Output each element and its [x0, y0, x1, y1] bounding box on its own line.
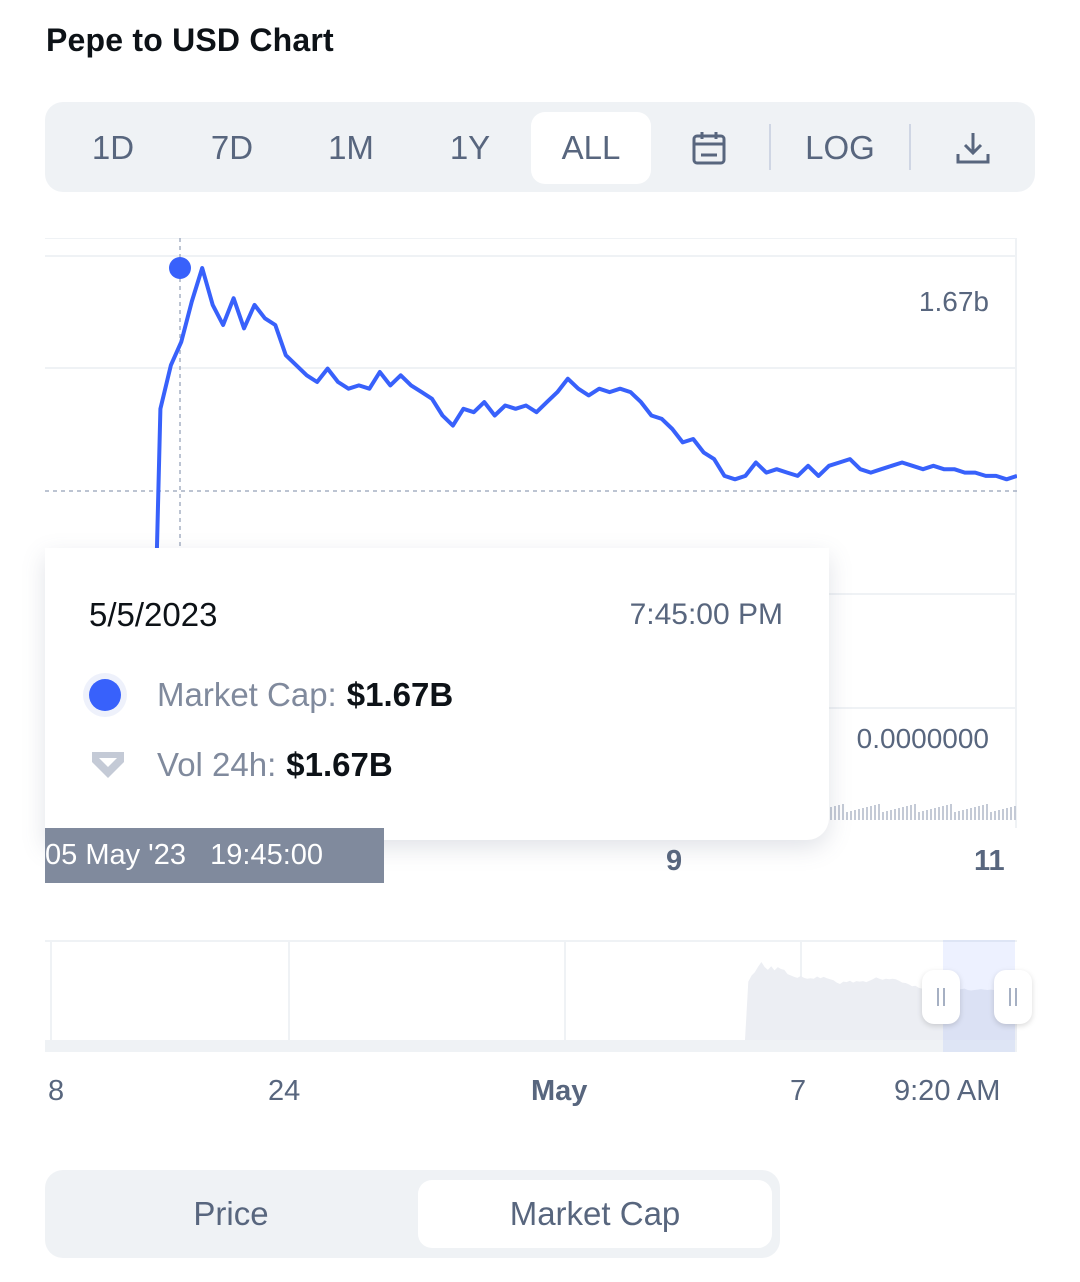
volume-bar	[910, 805, 912, 820]
volume-bar	[954, 812, 956, 820]
volume-bar	[934, 808, 936, 820]
volume-bar	[950, 804, 952, 820]
volume-bar	[870, 806, 872, 820]
volume-bar	[926, 810, 928, 820]
volume-bar	[914, 804, 916, 820]
download-button[interactable]	[933, 112, 1013, 184]
x-cursor-time: 19:45:00	[210, 839, 324, 871]
toolbar-divider	[769, 124, 771, 170]
download-icon	[956, 133, 990, 164]
page-title: Pepe to USD Chart	[46, 22, 334, 58]
x-cursor-date: 05 May '23	[45, 839, 186, 871]
volume-bar	[994, 811, 996, 820]
volume-bar	[946, 805, 948, 820]
volume-shield-icon	[92, 752, 124, 778]
price-option[interactable]: Price	[193, 1195, 269, 1232]
volume-bar	[974, 807, 976, 820]
market-cap-label: Market Cap:	[157, 676, 337, 713]
volume-bar	[858, 809, 860, 820]
volume-label: Vol 24h:	[157, 746, 277, 783]
volume-bar	[834, 806, 836, 820]
volume-bar	[998, 810, 1000, 820]
tooltip-volume-row: Vol 24h: $1.67B	[89, 746, 393, 784]
drag-handle-icon	[937, 988, 945, 1006]
drag-handle-icon	[1009, 988, 1017, 1006]
timeframe-toolbar: 1D 7D 1M 1Y ALL LOG	[45, 102, 1035, 192]
y-axis-label-bottom: 0.0000000	[857, 723, 989, 754]
chart-svg: 1.67b 0.0000000	[45, 237, 1018, 829]
volume-bar	[970, 808, 972, 820]
volume-bar	[1006, 808, 1008, 820]
volume-bar	[1010, 807, 1012, 820]
market-cap-line	[148, 266, 1018, 829]
x-axis-tick: 11	[974, 845, 1005, 877]
volume-bar	[830, 807, 832, 820]
volume-bar	[878, 804, 880, 820]
volume-bar	[838, 805, 840, 820]
market-cap-dot-icon	[89, 679, 121, 711]
volume-bar	[874, 805, 876, 820]
calendar-button[interactable]	[669, 112, 749, 184]
tab-1m[interactable]: 1M	[328, 129, 374, 166]
volume-bar	[942, 806, 944, 820]
volume-bar	[938, 807, 940, 820]
navigator-handle-right[interactable]	[994, 970, 1032, 1024]
volume-bar	[930, 809, 932, 820]
navigator-label: 24	[268, 1075, 301, 1107]
volume-bar	[854, 810, 856, 820]
volume-bar	[842, 804, 844, 820]
navigator-handle-left[interactable]	[922, 970, 960, 1024]
volume-bar	[846, 812, 848, 820]
volume-bar	[1014, 806, 1016, 820]
volume-bar	[966, 809, 968, 820]
volume-bar	[990, 812, 992, 820]
volume-bar	[986, 804, 988, 820]
volume-bar	[862, 808, 864, 820]
calendar-icon	[692, 132, 726, 165]
volume-bar	[886, 811, 888, 820]
volume-bar	[894, 809, 896, 820]
tooltip-market-cap-row: Market Cap: $1.67B	[89, 676, 453, 714]
volume-bar	[882, 812, 884, 820]
highlight-point	[169, 257, 191, 279]
volume-bar	[906, 806, 908, 820]
y-axis-label-top: 1.67b	[919, 286, 989, 317]
volume-bar	[850, 811, 852, 820]
volume-bar	[902, 807, 904, 820]
x-axis-tick: 9	[666, 845, 683, 877]
volume-value: $1.67B	[286, 746, 393, 783]
chart-tooltip: 5/5/2023 7:45:00 PM Market Cap: $1.67B V…	[45, 548, 829, 840]
tooltip-date: 5/5/2023	[89, 596, 218, 633]
tab-1y[interactable]: 1Y	[449, 129, 491, 166]
log-toggle[interactable]: LOG	[805, 129, 875, 166]
volume-bar	[866, 807, 868, 820]
navigator-label: 7	[790, 1075, 807, 1107]
chart-type-switch: Price Market Cap	[45, 1170, 780, 1258]
volume-bar	[898, 808, 900, 820]
tab-all[interactable]: ALL	[531, 112, 651, 184]
tab-1d[interactable]: 1D	[91, 129, 135, 166]
navigator-label: 8	[48, 1075, 65, 1107]
navigator-label: 9:20 AM	[894, 1075, 1001, 1107]
volume-bar	[958, 811, 960, 820]
toolbar-divider	[909, 124, 911, 170]
volume-bar	[890, 810, 892, 820]
volume-bar	[918, 812, 920, 820]
x-axis-cursor-label: 05 May '23 19:45:00	[45, 828, 384, 883]
volume-bar	[922, 811, 924, 820]
range-navigator[interactable]	[45, 940, 1017, 1052]
volume-bar	[982, 805, 984, 820]
navigator-label: May	[531, 1075, 588, 1107]
volume-bar	[1002, 809, 1004, 820]
volume-bars	[830, 804, 1016, 820]
tooltip-time: 7:45:00 PM	[629, 598, 783, 631]
market-cap-value: $1.67B	[346, 676, 454, 713]
tab-7d[interactable]: 7D	[210, 129, 254, 166]
price-chart[interactable]: 1.67b 0.0000000	[45, 237, 1018, 829]
volume-bar	[962, 810, 964, 820]
market-cap-option[interactable]: Market Cap	[418, 1180, 772, 1248]
navigator-svg	[45, 940, 1017, 1052]
volume-bar	[978, 806, 980, 820]
